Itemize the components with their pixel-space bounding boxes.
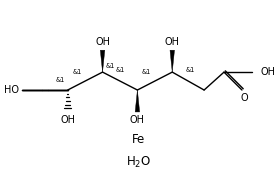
Text: OH: OH [95,37,110,47]
Text: &1: &1 [185,67,194,73]
Text: &1: &1 [116,67,125,73]
Text: OH: OH [261,67,276,77]
Text: &1: &1 [56,77,65,83]
Polygon shape [170,50,174,72]
Text: O: O [240,93,248,103]
Text: OH: OH [60,115,75,125]
Text: H$_2$O: H$_2$O [126,155,151,170]
Text: OH: OH [130,115,145,125]
Polygon shape [135,90,140,112]
Polygon shape [100,50,105,72]
Text: &1: &1 [72,69,82,75]
Text: &1: &1 [105,63,115,69]
Text: HO: HO [4,85,19,95]
Text: &1: &1 [142,69,151,75]
Text: Fe: Fe [132,133,145,146]
Text: OH: OH [165,37,180,47]
